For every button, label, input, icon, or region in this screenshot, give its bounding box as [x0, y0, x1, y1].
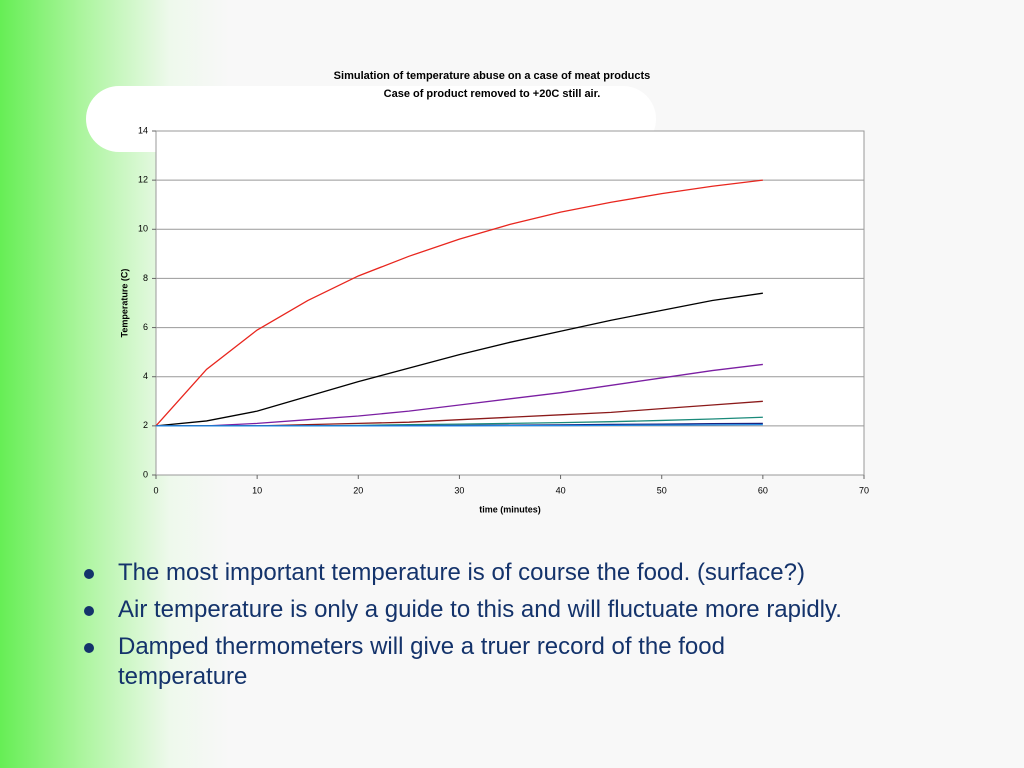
- series-line: [156, 423, 763, 427]
- x-tick-label: 20: [353, 485, 363, 495]
- bullet: Damped thermometers will give a truer re…: [80, 632, 858, 692]
- y-tick-label: 12: [138, 175, 148, 185]
- bullet: Air temperature is only a guide to this …: [80, 595, 960, 625]
- bullet-list: The most important temperature is of cou…: [80, 558, 960, 699]
- x-tick-label: 30: [454, 485, 464, 495]
- chart-title: Simulation of temperature abuse on a cas…: [334, 70, 651, 82]
- x-tick-label: 50: [657, 485, 667, 495]
- bullet: The most important temperature is of cou…: [80, 558, 960, 588]
- chart-subtitle: Case of product removed to +20C still ai…: [384, 88, 601, 100]
- series-line: [156, 363, 763, 427]
- y-tick-label: 2: [143, 420, 148, 430]
- x-tick-label: 70: [859, 485, 869, 495]
- x-tick-label: 10: [252, 485, 262, 495]
- y-tick-label: 6: [143, 322, 148, 332]
- x-tick-label: 60: [758, 485, 768, 495]
- y-tick-label: 8: [143, 273, 148, 283]
- y-tick-label: 10: [138, 224, 148, 234]
- series-line: [155, 179, 763, 427]
- series-line: [155, 292, 763, 427]
- chart: Simulation of temperature abuse on a cas…: [119, 70, 869, 514]
- y-tick-label: 14: [138, 125, 148, 135]
- x-tick-label: 0: [153, 485, 158, 495]
- y-axis-label: Temperature (C): [119, 269, 129, 338]
- y-tick-label: 0: [143, 469, 148, 479]
- x-tick-label: 40: [556, 485, 566, 495]
- y-tick-label: 4: [143, 371, 148, 381]
- x-axis-label: time (minutes): [479, 504, 541, 514]
